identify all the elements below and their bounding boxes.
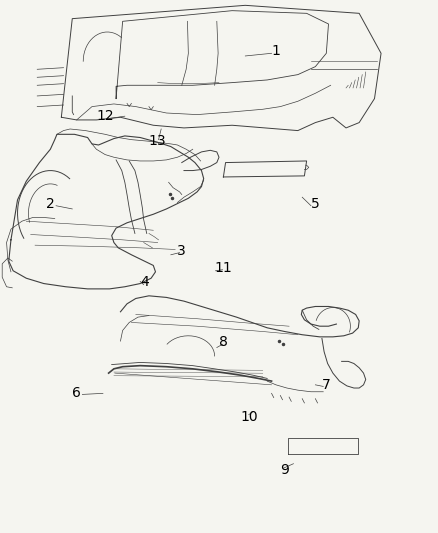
Text: 9: 9 [280,463,289,477]
Text: 1: 1 [272,44,280,58]
Text: 8: 8 [219,335,228,349]
Text: 10: 10 [241,410,258,424]
Text: 11: 11 [215,261,232,274]
Text: 13: 13 [149,134,166,148]
Text: 7: 7 [322,378,331,392]
Text: 4: 4 [140,276,149,289]
Text: 2: 2 [46,197,55,211]
Text: 3: 3 [177,244,186,257]
Text: 12: 12 [96,109,114,123]
Text: 5: 5 [311,197,320,211]
Text: 6: 6 [72,386,81,400]
